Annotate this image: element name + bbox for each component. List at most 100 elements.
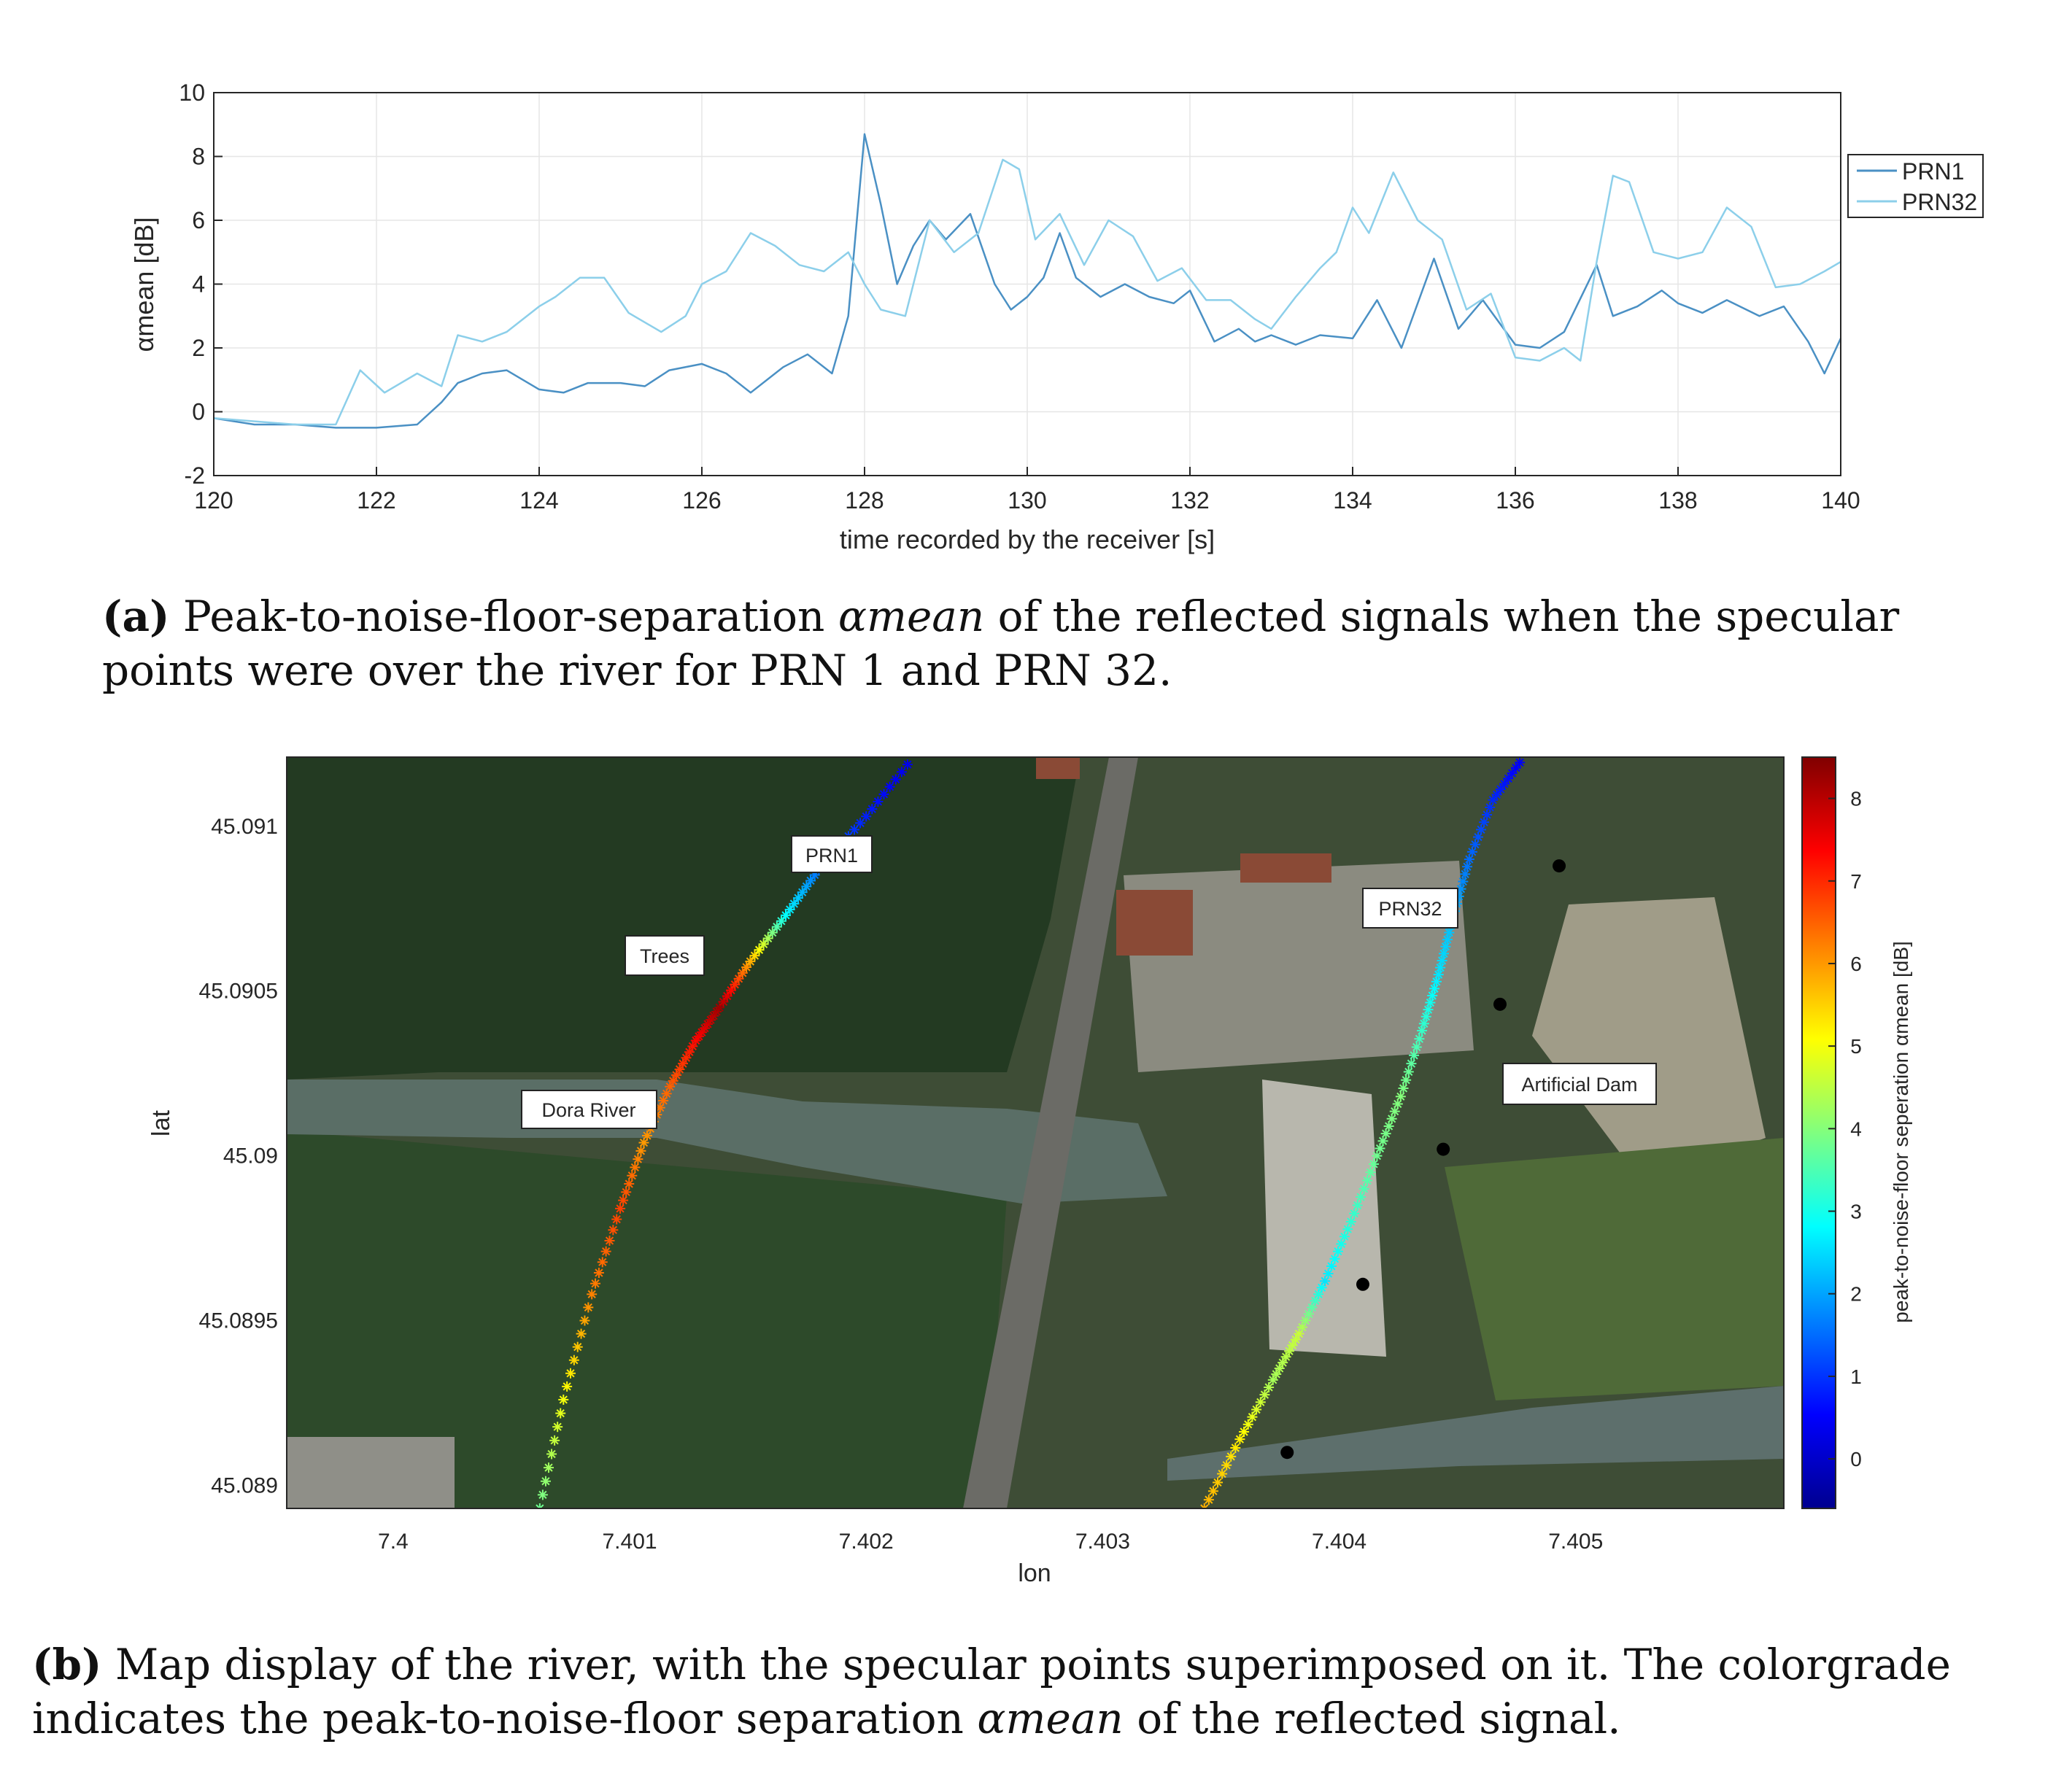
specular-point-prn32 bbox=[1491, 789, 1502, 800]
series-line-prn32 bbox=[213, 158, 1841, 426]
specular-point-prn32 bbox=[1372, 1150, 1383, 1161]
specular-point-prn32 bbox=[1429, 983, 1440, 994]
specular-point-prn1 bbox=[681, 1053, 692, 1063]
specular-point-prn1 bbox=[597, 1257, 608, 1268]
specular-point-prn32 bbox=[1464, 854, 1474, 865]
lon-tick-label: 7.404 bbox=[1312, 1530, 1366, 1554]
colorbar-tick-label: 2 bbox=[1850, 1283, 1862, 1306]
specular-point-prn1 bbox=[855, 818, 866, 829]
specular-point-prn32 bbox=[1339, 1231, 1350, 1242]
specular-point-prn1 bbox=[861, 811, 872, 822]
caption-b-symbol: αmean bbox=[977, 1694, 1124, 1743]
caption-letter-a: (a) bbox=[102, 592, 170, 641]
specular-point-prn1 bbox=[552, 1422, 563, 1433]
specular-point-prn1 bbox=[718, 996, 729, 1007]
x-tick-label: 128 bbox=[845, 487, 884, 514]
colorbar-tick-label: 7 bbox=[1850, 870, 1862, 893]
x-tick-label: 132 bbox=[1170, 487, 1209, 514]
specular-point-prn32 bbox=[1329, 1253, 1340, 1264]
lon-tick-label: 7.402 bbox=[839, 1530, 894, 1554]
specular-point-prn32 bbox=[1242, 1419, 1253, 1430]
black-marker-dot bbox=[1553, 859, 1566, 873]
chart-y-axis-label: αmean [dB] bbox=[129, 217, 159, 352]
specular-point-prn32 bbox=[1255, 1397, 1266, 1408]
label-box bbox=[625, 935, 705, 976]
figure-a-caption: (a) Peak-to-noise-floor-separation αmean… bbox=[102, 589, 1999, 697]
specular-point-prn32 bbox=[1503, 773, 1514, 784]
riverbank-trees bbox=[287, 1131, 1007, 1508]
alpha-mean-line-chart: 120 122 124 126 128 130 132 134 136 138 140 -2 0 2 4 6 8… bbox=[129, 80, 1984, 554]
specular-point-prn1 bbox=[621, 1187, 632, 1198]
caption-b-text-1: Map display of the river, with the specu… bbox=[32, 1640, 1951, 1743]
specular-point-prn32 bbox=[1239, 1426, 1250, 1437]
specular-point-prn32 bbox=[1226, 1451, 1237, 1462]
specular-point-prn32 bbox=[1326, 1260, 1337, 1271]
black-marker-dot bbox=[1280, 1446, 1294, 1460]
caption-a-symbol: αmean bbox=[838, 592, 985, 641]
x-tick-label: 126 bbox=[682, 487, 721, 514]
map-frame bbox=[286, 756, 1785, 1509]
bridge-road bbox=[963, 757, 1138, 1508]
specular-point-prn1 bbox=[544, 1462, 554, 1473]
specular-point-prn1 bbox=[537, 1489, 548, 1500]
caption-a-text-1: Peak-to-noise-floor-separation bbox=[169, 592, 838, 641]
map-x-axis-label: lon bbox=[1018, 1559, 1051, 1587]
label-box bbox=[791, 835, 873, 873]
label-text: Trees bbox=[640, 945, 689, 967]
label-trees: Trees bbox=[625, 935, 705, 976]
specular-point-prn32 bbox=[1462, 861, 1473, 872]
specular-point-prn1 bbox=[611, 1214, 622, 1225]
specular-point-prn1 bbox=[896, 767, 907, 778]
label-text: Artificial Dam bbox=[1521, 1074, 1637, 1096]
specular-point-prn1 bbox=[635, 1145, 646, 1156]
specular-point-prn1 bbox=[730, 979, 741, 990]
specular-point-prn1 bbox=[771, 921, 782, 932]
specular-point-prn32 bbox=[1488, 794, 1499, 805]
colorbar-ramp bbox=[1801, 756, 1836, 1509]
specular-point-prn1 bbox=[902, 759, 913, 770]
specular-point-prn1 bbox=[654, 1102, 665, 1113]
label-text: PRN1 bbox=[805, 845, 858, 867]
specular-point-prn32 bbox=[1401, 1074, 1412, 1085]
dora-river-water bbox=[287, 1080, 1167, 1204]
specular-point-prn1 bbox=[801, 881, 812, 892]
specular-point-prn32 bbox=[1411, 1042, 1422, 1053]
specular-point-prn1 bbox=[781, 910, 791, 921]
label-prn32: PRN32 bbox=[1362, 888, 1458, 929]
specular-point-prn1 bbox=[726, 985, 737, 996]
specular-point-prn1 bbox=[608, 1225, 619, 1236]
legend-box bbox=[1847, 154, 1984, 218]
lat-tick-label: 45.091 bbox=[211, 815, 278, 839]
tree-canopy-area bbox=[287, 757, 1080, 1080]
map-y-axis-label: lat bbox=[147, 1109, 175, 1136]
specular-point-prn1 bbox=[849, 824, 860, 835]
specular-point-prn1 bbox=[583, 1302, 594, 1313]
label-box bbox=[1362, 888, 1458, 929]
specular-point-prn32 bbox=[1510, 762, 1521, 773]
specular-point-prn32 bbox=[1203, 1495, 1214, 1505]
black-marker-dot bbox=[1356, 1277, 1369, 1291]
map-tick-labels: 7.4 7.401 7.402 7.403 7.404 7.405 45.089 45.089… bbox=[199, 815, 1604, 1554]
specular-point-prn1 bbox=[737, 967, 748, 978]
series-line-prn1 bbox=[213, 133, 1842, 429]
specular-point-prn32 bbox=[1349, 1208, 1360, 1219]
parking-lot bbox=[287, 1437, 455, 1508]
specular-point-prn32 bbox=[1323, 1268, 1334, 1279]
specular-point-prn32 bbox=[1342, 1224, 1353, 1235]
specular-point-prn1 bbox=[540, 1476, 551, 1487]
specular-point-prn1 bbox=[633, 1154, 643, 1165]
specular-point-prn1 bbox=[789, 899, 800, 910]
colorbar-tick-label: 4 bbox=[1850, 1117, 1862, 1140]
specular-points-map: PRN1 Trees Dora River PRN32 Artificial D… bbox=[147, 756, 1912, 1587]
specular-point-prn32 bbox=[1507, 768, 1518, 779]
chart-legend: PRN1 PRN32 bbox=[1847, 154, 1984, 218]
specular-point-prn1 bbox=[749, 950, 760, 961]
specular-point-prn32 bbox=[1420, 1011, 1431, 1022]
specular-point-prn32 bbox=[1230, 1442, 1241, 1453]
specular-point-prn1 bbox=[793, 893, 804, 904]
specular-point-prn32 bbox=[1395, 1091, 1406, 1102]
specular-point-prn1 bbox=[677, 1058, 688, 1069]
label-prn1: PRN1 bbox=[791, 835, 873, 873]
specular-point-prn32 bbox=[1234, 1434, 1245, 1445]
specular-point-prn1 bbox=[784, 904, 795, 915]
